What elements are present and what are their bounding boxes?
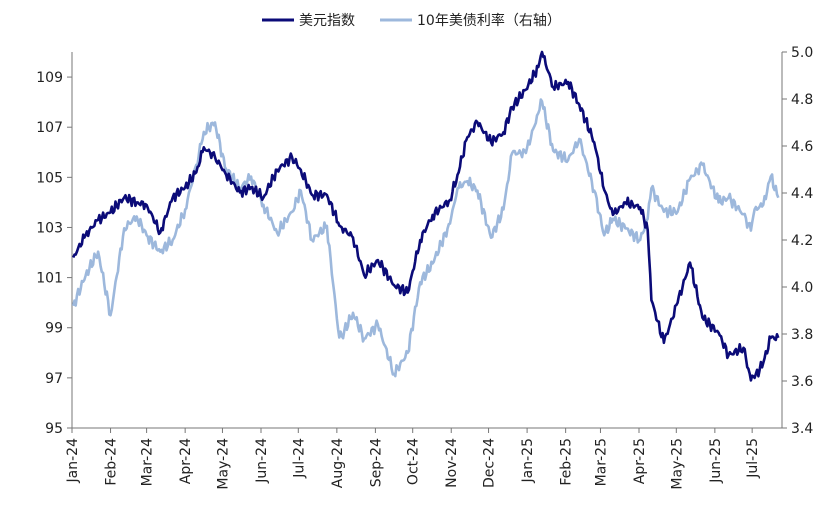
y-right-tick-label: 4.8 [791,92,813,108]
x-tick-label: Dec-24 [482,438,498,488]
x-tick-label: Feb-25 [559,438,575,486]
y-right-tick-label: 4.2 [791,233,813,249]
x-tick-label: Apr-25 [632,438,648,484]
y-right-tick-label: 4.4 [791,186,813,202]
series-group [71,50,780,382]
x-tick-label: May-25 [669,438,685,490]
y-right-tick-label: 4.6 [791,139,813,155]
y-right-tick-label: 3.4 [791,421,813,437]
x-tick-label: Jul-24 [291,438,307,479]
y-right-tick-label: 3.8 [791,327,813,343]
y-right-tick-label: 4.0 [791,280,813,296]
y-left-tick-label: 95 [45,421,63,437]
legend: 美元指数 10年美债利率（右轴） [262,12,561,29]
x-tick-label: Nov-24 [444,438,460,488]
axes: 95 97 99 101 103 105 107 109 3.4 3.6 3.8 4.0 4.2 4.4 4… [36,45,813,490]
x-tick-label: Jun-25 [708,438,724,484]
x-tick-label: Jan-24 [65,438,81,484]
y-left-tick-label: 105 [36,170,63,186]
x-tick-label: Oct-24 [406,438,422,485]
y-left-tick-label: 109 [36,70,63,86]
x-tick-label: Apr-24 [178,438,194,484]
series-dollar-index-line [72,50,780,382]
series-10y-treasury-yield-line [71,98,780,378]
legend-label-10y-treasury-yield: 10年美债利率（右轴） [417,12,561,29]
y-left-tick-label: 101 [36,271,63,287]
y-left-tick-label: 99 [45,321,63,337]
x-tick-label: Jul-25 [745,438,761,479]
x-tick-label: Mar-25 [593,438,609,486]
y-left-tick-label: 103 [36,220,63,236]
y-left-tick-label: 107 [36,120,63,136]
x-tick-label: Sep-24 [368,438,384,487]
y-right-tick-label: 5.0 [791,45,813,61]
x-tick-label: Mar-24 [140,438,156,486]
legend-label-dollar-index: 美元指数 [299,13,355,29]
x-tick-label: Aug-24 [330,438,346,488]
y-right-tick-label: 3.6 [791,374,813,390]
x-tick-label: Feb-24 [104,438,120,486]
y-left-tick-label: 97 [45,371,63,387]
x-tick-label: May-24 [215,438,231,490]
x-tick-label: Jun-24 [254,438,270,484]
x-tick-label: Jan-25 [520,438,536,483]
